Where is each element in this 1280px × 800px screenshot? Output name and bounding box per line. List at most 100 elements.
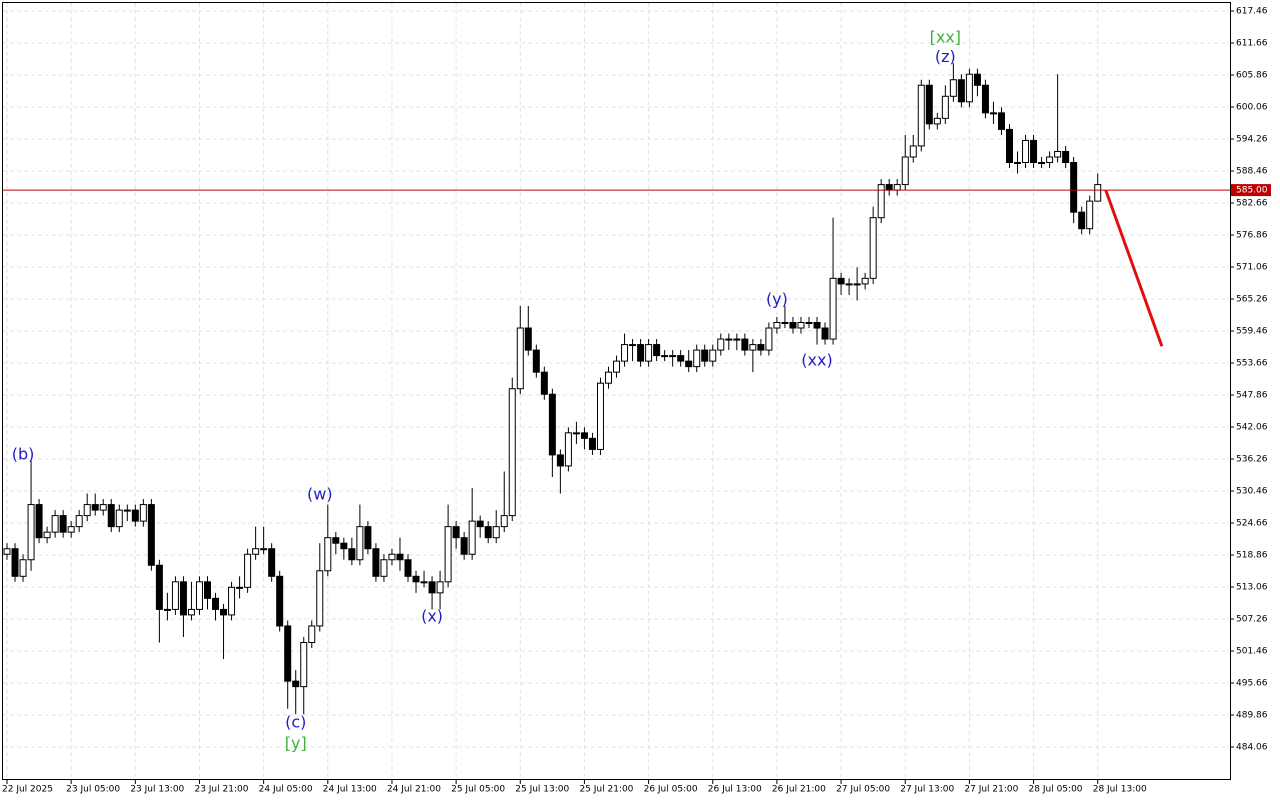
x-tick-label: 25 Jul 21:00 [579, 785, 633, 795]
y-tick-label: 594.26 [1236, 135, 1268, 145]
candle-body [228, 586, 236, 616]
candle-body [596, 382, 604, 450]
candle-body [765, 327, 773, 351]
candle-body [268, 548, 276, 577]
x-tick-label: 27 Jul 13:00 [900, 785, 954, 795]
candle-body [324, 537, 332, 572]
candle-body [781, 322, 789, 325]
candle-body [981, 84, 989, 114]
candle-body [356, 526, 364, 561]
candle-body [252, 548, 260, 555]
candle-body [236, 586, 244, 589]
candle-body [821, 327, 829, 340]
candle-body [195, 581, 203, 610]
candle-body [869, 217, 877, 279]
candle-body [829, 277, 837, 340]
y-tick-label: 513.06 [1236, 583, 1268, 593]
candle-body [588, 437, 596, 450]
candle-body [468, 520, 476, 555]
candle-body [733, 338, 741, 341]
candle-body [420, 581, 428, 584]
candle-body [260, 548, 268, 551]
candle-body [789, 322, 797, 329]
candle-body [500, 515, 508, 528]
candle-body [813, 322, 821, 329]
candle-body [147, 504, 155, 566]
candle-body [428, 581, 436, 594]
candle-body [412, 575, 420, 583]
x-tick-label: 26 Jul 21:00 [772, 785, 826, 795]
wave-label: (z) [935, 47, 956, 66]
y-tick-label: 536.26 [1236, 455, 1268, 465]
candle-body [572, 432, 580, 435]
candle-body [131, 509, 139, 522]
candle-body [556, 454, 564, 467]
candle-body [741, 338, 749, 351]
y-tick-label: 611.66 [1236, 39, 1268, 49]
candle-body [75, 515, 83, 528]
candle-body [540, 371, 548, 395]
wave-label: (x) [421, 607, 443, 626]
candle-body [492, 526, 500, 539]
candle-body [163, 608, 171, 611]
candle-body [805, 322, 813, 325]
candle-body [99, 504, 107, 511]
x-tick-label: 26 Jul 05:00 [644, 785, 698, 795]
candle-body [220, 608, 228, 616]
candle-body [861, 277, 869, 285]
wave-label: [xx] [930, 27, 961, 46]
candle-body [123, 509, 131, 512]
candle-body [564, 432, 572, 467]
candle-body [444, 526, 452, 583]
candle-body [300, 642, 308, 688]
candle-body [893, 184, 901, 191]
candle-body [717, 338, 725, 351]
y-tick-label: 501.46 [1236, 647, 1268, 657]
y-tick-label: 530.46 [1236, 487, 1268, 497]
wave-label: (b) [12, 444, 35, 463]
candle-body [83, 504, 91, 517]
x-tick-label: 25 Jul 13:00 [515, 785, 569, 795]
candle-body [580, 432, 588, 439]
y-tick-label: 542.06 [1236, 423, 1268, 433]
candle-body [653, 344, 661, 357]
y-tick-label: 571.06 [1236, 263, 1268, 273]
candle-body [773, 322, 781, 329]
candle-body [1014, 162, 1022, 165]
candle-body [1070, 162, 1078, 213]
candle-body [837, 277, 845, 285]
candle-body [292, 680, 300, 688]
candle-body [43, 531, 51, 539]
candle-body [973, 73, 981, 86]
candle-body [909, 145, 917, 158]
candle-body [797, 322, 805, 329]
candle-body [1046, 156, 1054, 164]
x-tick-label: 26 Jul 13:00 [708, 785, 762, 795]
candle-body [388, 553, 396, 561]
candle-body [669, 355, 677, 358]
candle-body [35, 504, 43, 539]
candle-body [1022, 139, 1030, 164]
candle-body [3, 548, 11, 555]
y-tick-label: 507.26 [1236, 615, 1268, 625]
candle-body [348, 548, 356, 561]
candle-body [725, 338, 733, 341]
candle-body [885, 184, 893, 191]
candle-body [91, 504, 99, 511]
candle-body [637, 344, 645, 362]
candle-body [308, 625, 316, 644]
y-tick-label: 547.86 [1236, 391, 1268, 401]
candle-body [933, 117, 941, 125]
candle-body [19, 559, 27, 577]
candle-body [901, 156, 909, 186]
candle-body [1030, 139, 1038, 164]
candle-body [115, 509, 123, 528]
candle-body [404, 559, 412, 577]
candle-body [380, 559, 388, 577]
y-tick-label: 617.46 [1236, 7, 1268, 17]
plot-frame [2, 2, 1231, 780]
candle-body [51, 515, 59, 533]
x-tick-label: 24 Jul 21:00 [387, 785, 441, 795]
